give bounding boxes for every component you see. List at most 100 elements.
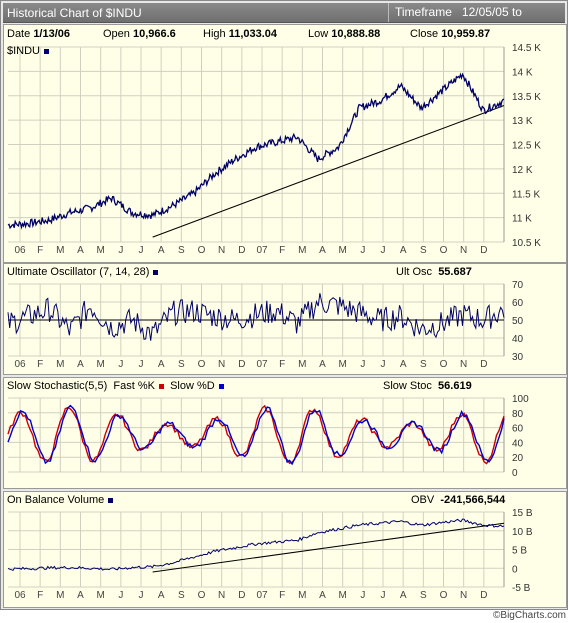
obv-chart: 06 F M A M J J A S O N D 07 F M A M J J A S O N D 15 B 10 B 5 B 0 -5… (7, 508, 533, 601)
quote-info-bar: Date 1/13/06 Open 10,966.6 High 11,033.0… (3, 26, 565, 42)
open-value: 10,966.6 (132, 28, 176, 40)
y-tick-label: 30 (512, 352, 524, 363)
x-tick-label: O (440, 359, 448, 370)
x-tick-label: M (56, 359, 64, 370)
ult-osc-readout: Ult Osc 55.687 (396, 266, 472, 278)
y-tick-label: 11 K (512, 214, 532, 225)
x-tick-label: J (118, 359, 123, 370)
close-field: Close 10,959.87 (410, 28, 490, 40)
x-tick-label: M (96, 590, 104, 601)
x-tick-label: J (360, 245, 365, 256)
x-tick-label: N (460, 359, 467, 370)
y-tick-label: 10.5 K (512, 238, 541, 249)
x-tick-label: D (238, 245, 245, 256)
y-tick-label: 13 K (512, 116, 533, 127)
stoch-value-label: Slow Stoc (383, 380, 432, 392)
obv-trendline (152, 522, 505, 573)
x-tick-label: A (319, 590, 326, 601)
ult-legend-swatch (153, 269, 159, 275)
x-tick-label: J (360, 359, 365, 370)
ult-osc-label-text: Ultimate Oscillator (7, 14, 28) (7, 266, 150, 278)
y-tick-label: 50 (512, 316, 524, 327)
y-tick-label: 12 K (512, 165, 533, 176)
ult-osc-panel: 06 F M A M J J A S O N D 07 F M A M J J A S O N D 70 60 50 40 30 (3, 263, 567, 375)
date-value: 1/13/06 (33, 28, 71, 40)
stochastic-chart: 100 80 60 40 20 0 (7, 394, 529, 479)
y-tick-label: 10 B (512, 527, 533, 538)
x-tick-label: F (37, 590, 43, 601)
obv-label-text: On Balance Volume (7, 494, 105, 506)
price-trendline (152, 105, 505, 238)
x-tick-label: J (118, 245, 123, 256)
x-tick-label: A (77, 359, 84, 370)
high-label: High (203, 28, 226, 40)
x-tick-label: S (420, 359, 427, 370)
x-tick-label: 06 (14, 245, 26, 256)
x-tick-label: D (238, 590, 245, 601)
fast-k-label: Fast %K (113, 380, 155, 392)
x-tick-label: A (400, 359, 407, 370)
x-tick-label: 06 (14, 590, 26, 601)
x-tick-label: A (77, 245, 84, 256)
y-tick-label: 11.5 K (512, 189, 540, 200)
x-tick-label: S (178, 245, 185, 256)
slow-d-swatch (218, 383, 224, 389)
x-tick-label: M (298, 359, 306, 370)
ult-osc-value: 55.687 (438, 266, 472, 278)
stochastic-readout: Slow Stoc 56.619 (383, 380, 472, 392)
price-series-line (7, 72, 505, 230)
x-tick-label: A (158, 245, 165, 256)
x-tick-label: A (319, 245, 326, 256)
x-tick-label: F (279, 359, 285, 370)
x-tick-label: S (420, 590, 427, 601)
obv-value-label: OBV (411, 494, 435, 506)
close-label: Close (410, 28, 439, 40)
chart-window: Historical Chart of $INDU Timeframe 12/05… (0, 0, 568, 610)
y-tick-label: 60 (512, 424, 524, 435)
x-tick-label: F (279, 245, 285, 256)
x-tick-label: J (139, 359, 144, 370)
x-tick-label: 07 (256, 590, 268, 601)
x-tick-label: N (460, 245, 467, 256)
y-tick-label: 40 (512, 438, 524, 449)
x-tick-label: O (198, 245, 206, 256)
x-tick-label: J (139, 590, 144, 601)
x-tick-label: M (96, 359, 104, 370)
y-tick-label: 0 (512, 564, 518, 575)
x-tick-label: M (338, 359, 346, 370)
bigcharts-credit[interactable]: ©BigCharts.com (493, 610, 566, 621)
x-tick-label: O (198, 359, 206, 370)
x-tick-label: 06 (14, 359, 26, 370)
x-tick-label: A (400, 590, 407, 601)
price-series-label: $INDU (7, 45, 50, 57)
x-tick-label: J (381, 590, 386, 601)
y-tick-label: 40 (512, 334, 524, 345)
ult-osc-line (7, 293, 505, 341)
slow-d-line (7, 404, 505, 466)
x-tick-label: 07 (256, 359, 268, 370)
x-tick-label: D (480, 245, 487, 256)
x-tick-label: N (218, 359, 225, 370)
open-label: Open (103, 28, 130, 40)
y-tick-label: 14 K (512, 67, 533, 78)
stochastic-panel: 100 80 60 40 20 0 (3, 377, 567, 489)
ult-osc-label: Ultimate Oscillator (7, 14, 28) (7, 266, 159, 278)
open-field: Open 10,966.6 (103, 28, 176, 40)
close-value: 10,959.87 (441, 28, 491, 40)
ult-osc-value-label: Ult Osc (396, 266, 433, 278)
x-tick-label: J (139, 245, 144, 256)
low-label: Low (308, 28, 329, 40)
obv-legend-swatch (108, 497, 114, 503)
low-value: 10,888.88 (331, 28, 381, 40)
x-tick-label: D (238, 359, 245, 370)
date-field: Date 1/13/06 (7, 28, 70, 40)
x-tick-label: A (77, 590, 84, 601)
x-tick-label: A (319, 359, 326, 370)
x-tick-label: D (480, 359, 487, 370)
x-tick-label: O (440, 590, 448, 601)
x-tick-label: J (381, 245, 386, 256)
x-tick-label: M (338, 590, 346, 601)
x-tick-label: A (400, 245, 407, 256)
x-tick-label: N (460, 590, 467, 601)
